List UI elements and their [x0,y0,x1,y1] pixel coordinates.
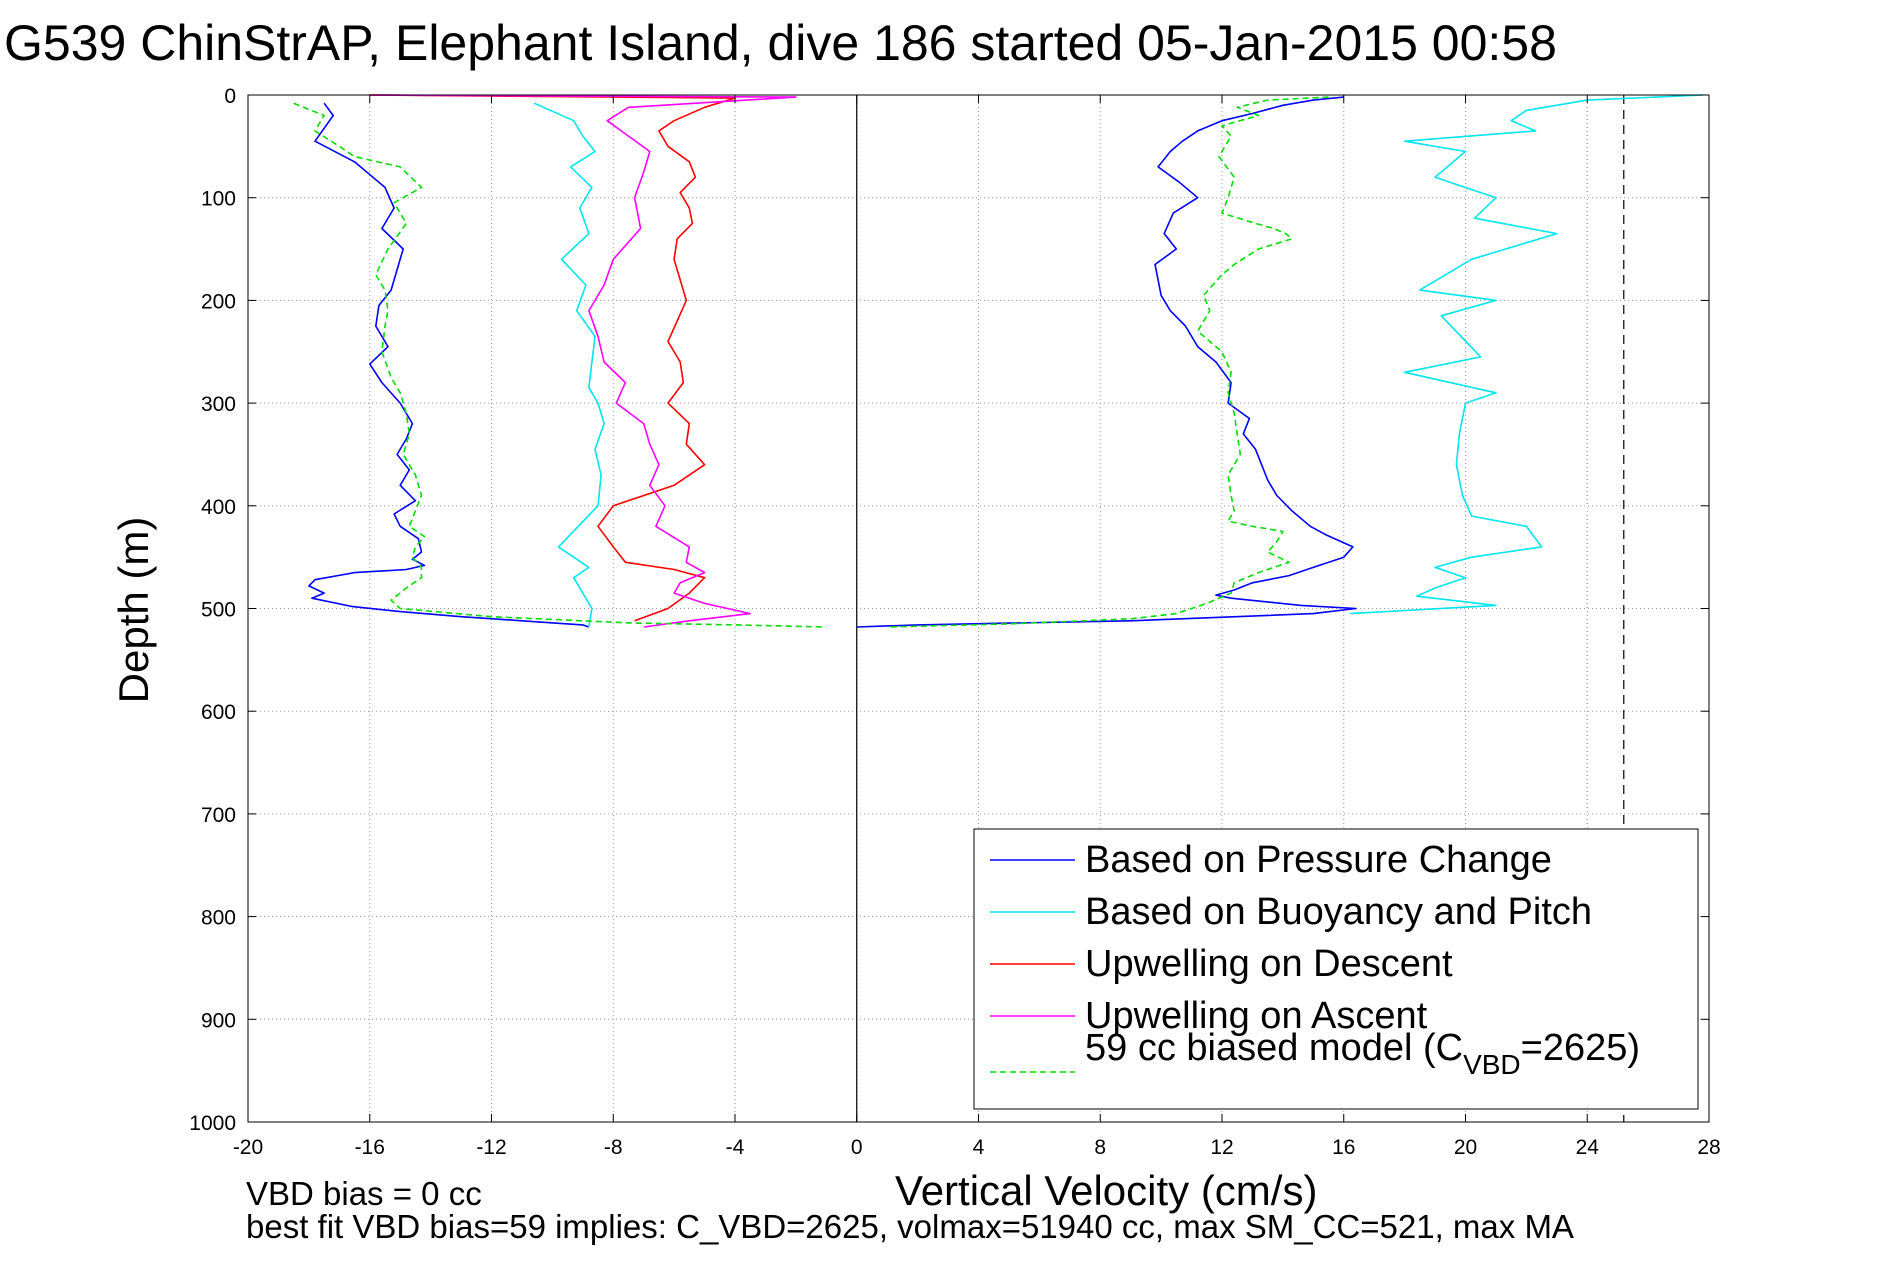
series-line-5 [887,96,1329,628]
series-line-4 [369,94,797,628]
y-tick-label: 1000 [189,1112,236,1135]
series-line-2 [1349,94,1703,615]
y-tick-label: 300 [201,393,236,416]
y-tick-label: 200 [201,290,236,313]
legend: Based on Pressure Change Based on Buoyanc… [973,828,1699,1110]
legend-label: Upwelling on Ascent [1085,995,1428,1037]
chart-title: G539 ChinStrAP, Elephant Island, dive 18… [4,15,1557,71]
legend-label: Upwelling on Descent [1085,943,1453,985]
x-tick-label: -16 [355,1136,385,1159]
legend-label: Based on Pressure Change [1085,839,1552,881]
series-line-1 [856,96,1357,628]
y-tick-label: 100 [201,188,236,211]
series-layer [293,94,1703,628]
x-tick-label: 8 [1094,1136,1106,1159]
x-tick-label: -12 [476,1136,506,1159]
x-tick-label: 4 [973,1136,985,1159]
series-line-3 [369,94,736,622]
x-tick-label: 24 [1576,1136,1600,1159]
y-tick-label: 0 [224,85,236,108]
x-tick-label: -20 [233,1136,263,1159]
y-tick-label: 900 [201,1009,236,1032]
x-tick-label: 16 [1332,1136,1355,1159]
x-tick-label: 12 [1210,1136,1233,1159]
series-line-1 [308,102,590,628]
y-axis-ticks: 0 100 200 300 400 500 600 700 800 900 1000 [189,85,1709,1135]
x-tick-label: 20 [1454,1136,1477,1159]
best-fit-note: best fit VBD bias=59 implies: C_VBD=2625… [246,1208,1574,1245]
series-line-2 [533,102,605,628]
x-tick-label: 28 [1697,1136,1720,1159]
x-axis-label: Vertical Velocity (cm/s) [895,1167,1317,1214]
x-tick-label: -4 [726,1136,745,1159]
y-tick-label: 500 [201,599,236,622]
vbd-bias-note: VBD bias = 0 cc [246,1175,482,1212]
legend-box [973,828,1699,1110]
x-tick-label: -8 [604,1136,623,1159]
legend-label: 59 cc biased model (CVBD=2625) [1085,1027,1640,1080]
series-line-5 [293,102,827,628]
y-tick-label: 800 [201,907,236,930]
legend-label: Based on Buoyancy and Pitch [1085,891,1592,933]
y-tick-label: 700 [201,804,236,827]
x-axis-ticks: -20 -16 -12 -8 -4 0 4 8 12 16 20 24 28 [233,95,1721,1159]
y-tick-label: 400 [201,496,236,519]
y-axis-label: Depth (m) [110,517,157,704]
y-tick-label: 600 [201,701,236,724]
x-tick-label: 0 [851,1136,863,1159]
